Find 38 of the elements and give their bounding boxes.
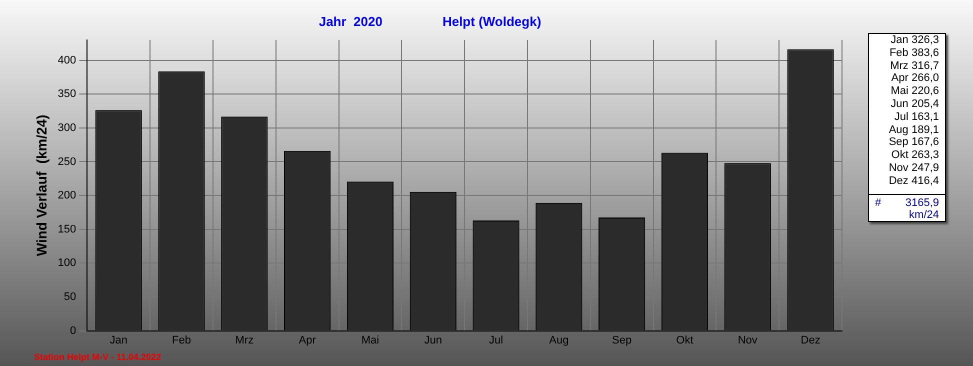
y-tick-label: 350: [58, 88, 76, 100]
category-label: Jun 205,4: [890, 98, 939, 110]
category-label: Dez 416,4: [888, 174, 939, 187]
y-tick-label: 100: [58, 257, 76, 270]
y-tick-label: 50: [64, 291, 76, 304]
x-tick-label: Nov: [738, 334, 758, 346]
text: # 3165,9 km/24: [875, 196, 939, 221]
x-tick-label: Aug: [549, 334, 569, 346]
x-tick-label: Dez: [800, 334, 820, 346]
y-tick-label: 150: [58, 223, 76, 236]
x-tick-label: Sep: [612, 334, 632, 346]
category-label: Okt 263,3: [891, 149, 939, 162]
category-label: Jan 326,3: [890, 34, 939, 46]
chart-subtitle: Helpt (Woldegk): [442, 14, 542, 29]
y-axis-title: Wind Verlauf (km/24): [33, 114, 50, 256]
chart-title: Jahr 2020: [318, 14, 382, 29]
y-tick-label: 400: [58, 54, 76, 66]
x-tick-label: Feb: [172, 334, 191, 346]
category-label: Mai 220,6: [890, 85, 939, 98]
category-label: Apr 266,0: [891, 72, 939, 84]
category-label: Mrz 316,7: [890, 60, 939, 72]
category-label: Jul 163,1: [894, 110, 939, 123]
category-label: Aug 189,1: [888, 124, 939, 136]
category-label: Nov 247,9: [888, 162, 939, 174]
category-label: Sep 167,6: [888, 136, 939, 148]
y-tick-label: 0: [70, 324, 76, 337]
text: Station Helpt M-V - 11.04.2022: [34, 352, 162, 362]
y-tick-label: 250: [58, 156, 76, 168]
x-tick-label: Mrz: [235, 334, 254, 346]
x-tick-label: Okt: [676, 334, 694, 346]
x-tick-label: Mai: [361, 334, 380, 346]
x-tick-label: Apr: [298, 334, 316, 346]
y-tick-label: 300: [58, 122, 76, 134]
category-label: Feb 383,6: [889, 46, 939, 59]
x-tick-label: Jan: [110, 334, 128, 346]
x-tick-label: Jun: [424, 334, 442, 346]
x-tick-label: Jul: [488, 334, 504, 346]
y-tick-label: 200: [58, 190, 76, 202]
